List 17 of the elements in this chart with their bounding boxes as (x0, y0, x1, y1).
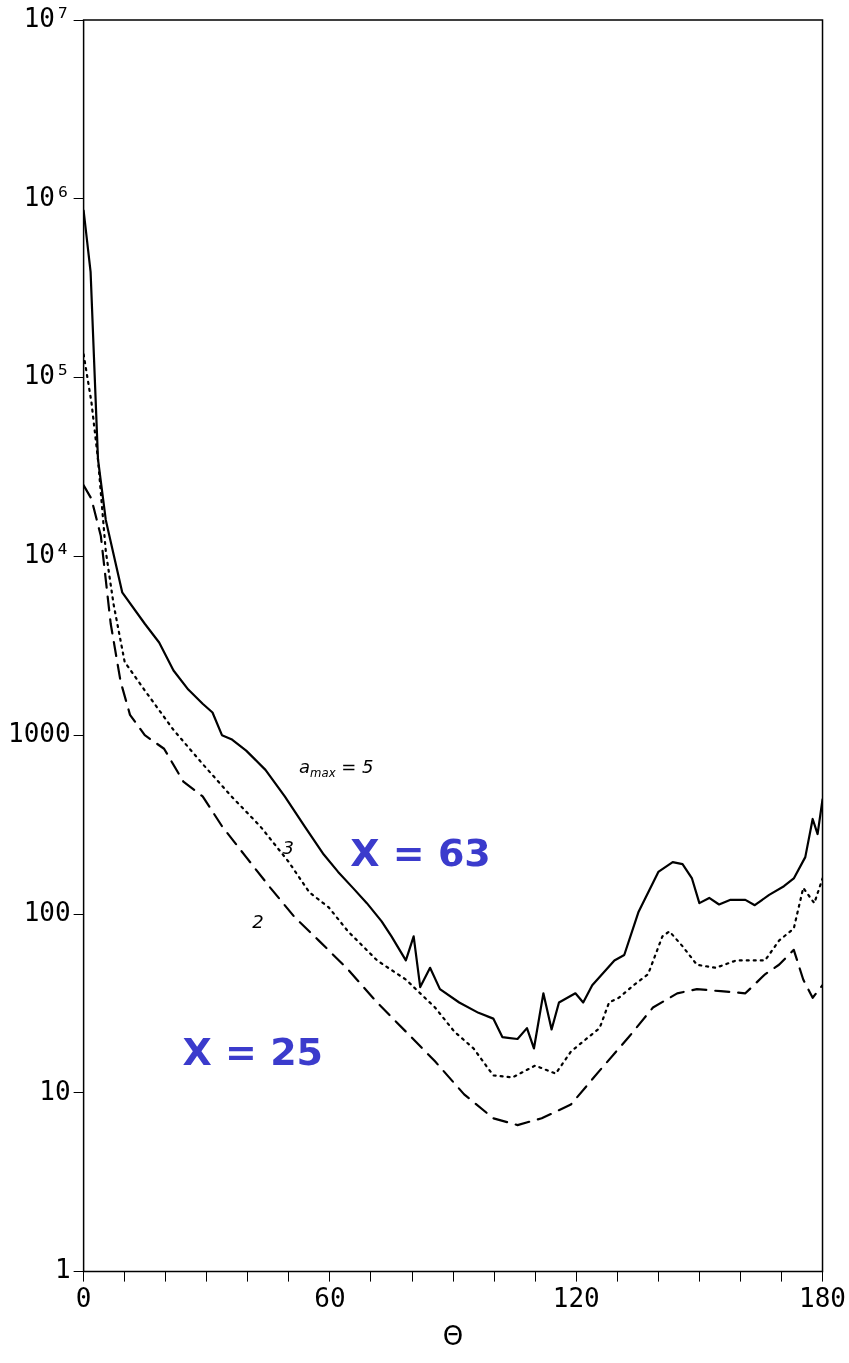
annotation: X = 25 (182, 1029, 324, 1074)
y-tick-label: 10⁴ (23, 539, 71, 570)
y-tick-label: 10⁶ (23, 181, 71, 212)
annotation: 2 (252, 911, 264, 933)
x-tick-label: 0 (75, 1282, 92, 1313)
annotation: 3 (282, 837, 295, 859)
x-tick-label: 180 (799, 1282, 846, 1313)
x-tick-label: 60 (314, 1282, 346, 1313)
y-tick-label: 1000 (7, 717, 71, 748)
y-tick-label: 10 (39, 1075, 71, 1106)
y-tick-label: 1 (54, 1254, 71, 1285)
x-axis-title: Θ (442, 1321, 464, 1352)
x-tick-label: 120 (552, 1282, 600, 1313)
y-tick-label: 100 (23, 896, 71, 927)
y-tick-label: 10⁵ (23, 360, 71, 391)
annotation: X = 63 (350, 830, 491, 875)
y-tick-label: 10⁷ (23, 2, 71, 33)
